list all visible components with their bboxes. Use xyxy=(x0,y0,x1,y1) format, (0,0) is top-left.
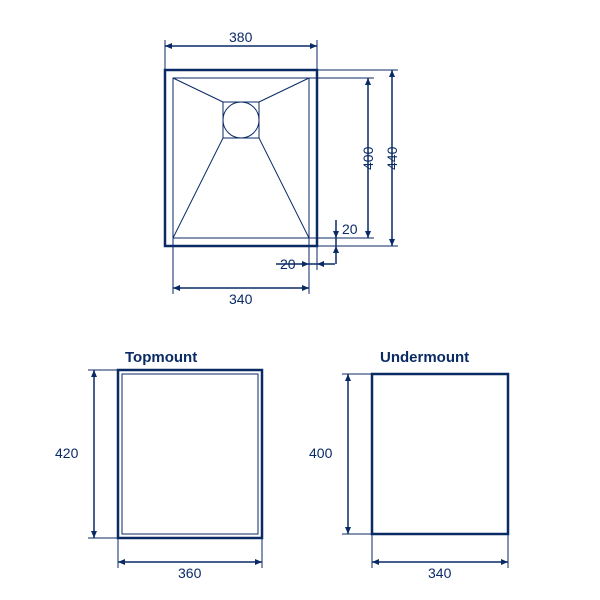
svg-text:420: 420 xyxy=(55,445,79,461)
svg-text:440: 440 xyxy=(384,146,400,170)
svg-text:360: 360 xyxy=(178,565,202,581)
svg-text:400: 400 xyxy=(360,146,376,170)
svg-text:380: 380 xyxy=(229,29,253,45)
svg-text:340: 340 xyxy=(229,291,253,307)
svg-text:Topmount: Topmount xyxy=(125,349,197,366)
svg-text:20: 20 xyxy=(342,221,358,237)
svg-text:Undermount: Undermount xyxy=(380,349,469,366)
svg-text:400: 400 xyxy=(309,445,333,461)
svg-text:340: 340 xyxy=(428,565,452,581)
svg-text:20: 20 xyxy=(280,256,296,272)
